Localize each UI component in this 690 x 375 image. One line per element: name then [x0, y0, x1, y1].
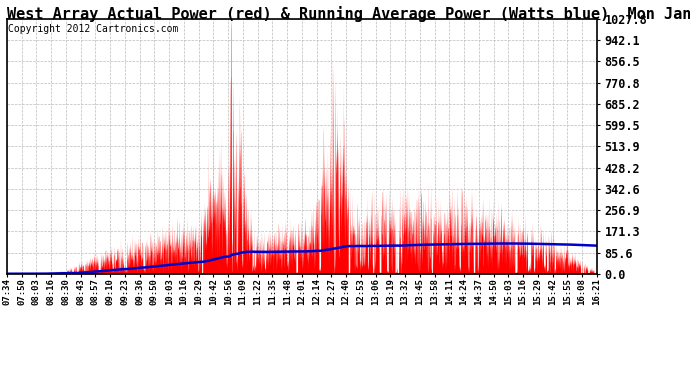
Text: West Array Actual Power (red) & Running Average Power (Watts blue)  Mon Jan 23  : West Array Actual Power (red) & Running …	[7, 6, 690, 22]
Text: Copyright 2012 Cartronics.com: Copyright 2012 Cartronics.com	[8, 24, 179, 34]
